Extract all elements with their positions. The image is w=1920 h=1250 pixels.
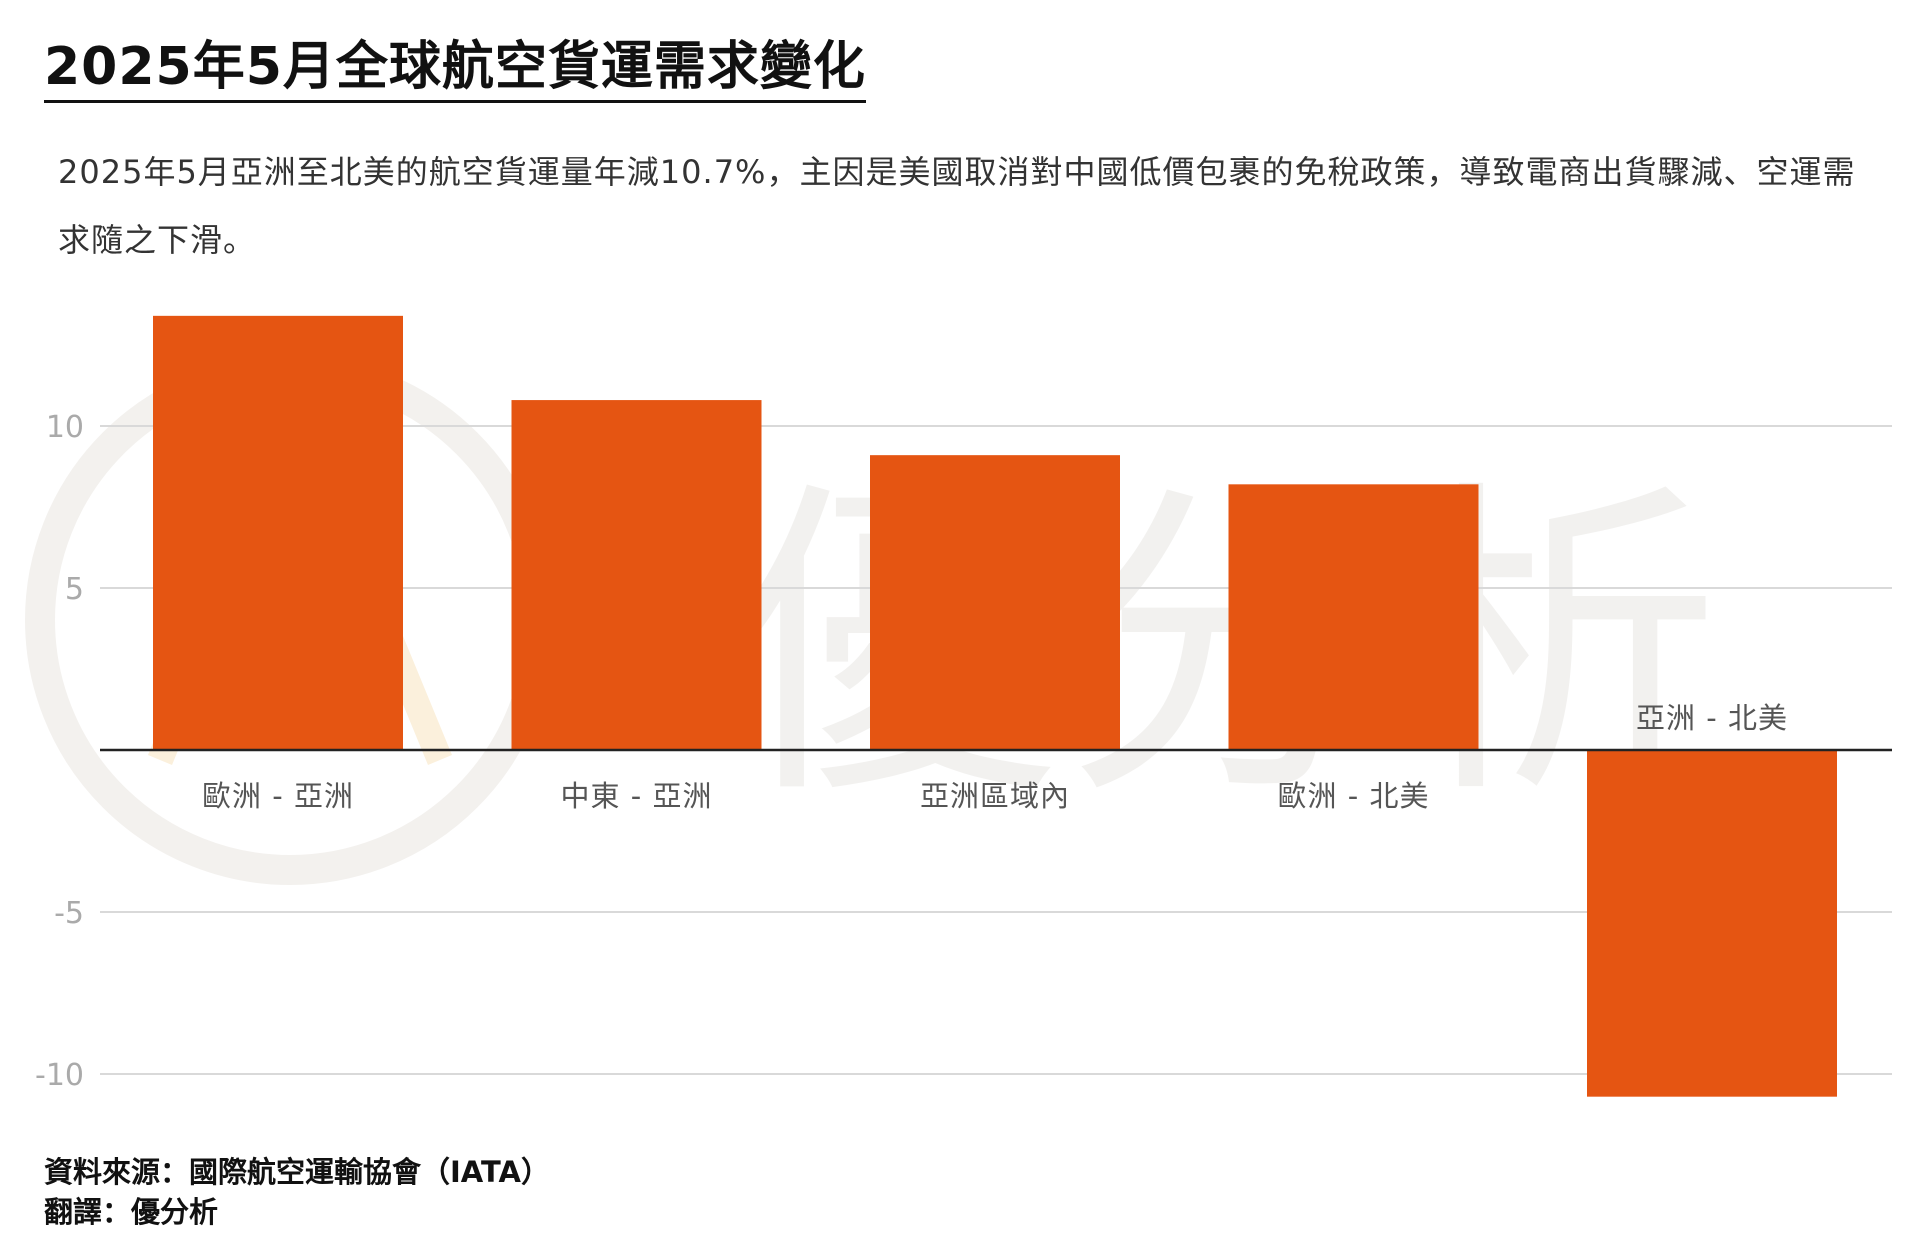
y-tick-label: 10 [46, 410, 84, 445]
category-label: 亞洲 - 北美 [1636, 701, 1788, 735]
bar [153, 315, 403, 750]
translator-note: 翻譯：優分析 [44, 1195, 219, 1229]
bar [870, 455, 1120, 750]
y-tick-label: -5 [54, 896, 84, 931]
y-tick-label: -10 [35, 1058, 84, 1093]
category-labels: 歐洲 - 亞洲 中東 - 亞洲 亞洲區域內 歐洲 - 北美 亞洲 - 北美 [202, 701, 1788, 813]
bar [1228, 484, 1479, 750]
bar [1587, 750, 1837, 1097]
footer: 資料來源：國際航空運輸協會（IATA） 翻譯：優分析 [44, 1152, 550, 1232]
category-label: 歐洲 - 北美 [1278, 779, 1430, 813]
category-label: 中東 - 亞洲 [561, 779, 713, 813]
chart-title: 2025年5月全球航空貨運需求變化 [44, 37, 866, 103]
y-axis-ticks: 10 5 -5 -10 [35, 410, 84, 1093]
category-label: 亞洲區域內 [920, 779, 1070, 813]
y-tick-label: 5 [65, 572, 84, 607]
bars [153, 315, 1837, 1097]
bar [511, 400, 762, 750]
source-note: 資料來源：國際航空運輸協會（IATA） [44, 1155, 550, 1189]
category-label: 歐洲 - 亞洲 [202, 779, 354, 813]
chart-subtitle: 2025年5月亞洲至北美的航空貨運量年減10.7%，主因是美國取消對中國低價包裹… [58, 153, 1856, 259]
